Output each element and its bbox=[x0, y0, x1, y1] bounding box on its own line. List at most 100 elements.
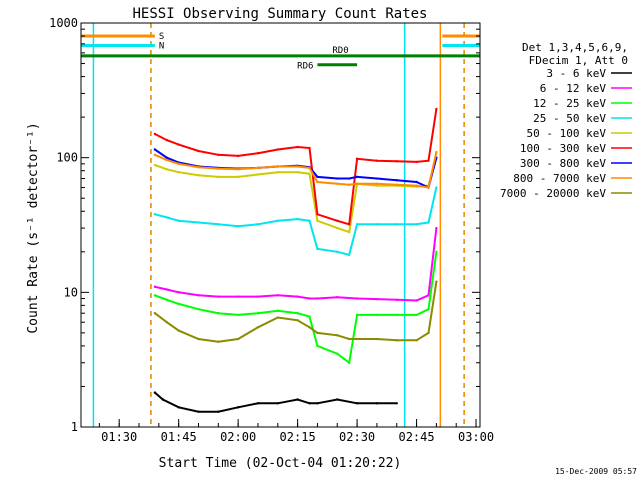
plot-frame bbox=[80, 22, 481, 428]
point-300-800-kev-15 bbox=[395, 179, 398, 182]
point-100-300-kev-14 bbox=[375, 159, 379, 162]
point-50-100-kev-3 bbox=[197, 174, 200, 177]
point-6-12-kev-11 bbox=[336, 296, 339, 299]
x-tick-label-02-00: 02:00 bbox=[220, 430, 256, 444]
point-800-7000-kev-16 bbox=[415, 184, 418, 187]
point-3-6-kev-2 bbox=[177, 406, 180, 409]
point-25-50-kev-17 bbox=[427, 221, 430, 224]
point-6-12-kev-8 bbox=[296, 295, 299, 298]
point-6-12-kev-13 bbox=[375, 297, 379, 301]
point-25-50-kev-12 bbox=[347, 253, 351, 256]
point-800-7000-kev-17 bbox=[427, 186, 430, 189]
point-100-300-kev-5 bbox=[236, 154, 240, 158]
point-3-6-kev-0 bbox=[153, 391, 157, 394]
point-3-6-kev-7 bbox=[276, 402, 279, 405]
point-50-100-kev-6 bbox=[256, 173, 260, 176]
point-3-6-kev-5 bbox=[236, 406, 240, 409]
point-300-800-kev-13 bbox=[355, 175, 359, 179]
point-25-50-kev-15 bbox=[395, 223, 398, 226]
point-6-12-kev-0 bbox=[153, 285, 157, 288]
point-100-300-kev-2 bbox=[177, 143, 180, 146]
point-12-25-kev-5 bbox=[236, 313, 240, 317]
point-12-25-kev-16 bbox=[415, 313, 418, 317]
point-12-25-kev-18 bbox=[435, 250, 438, 253]
point-3-6-kev-6 bbox=[256, 402, 260, 405]
point-100-300-kev-13 bbox=[355, 157, 359, 161]
point-50-100-kev-10 bbox=[316, 219, 319, 222]
legend-label-25-50-kev: 25 - 50 keV bbox=[533, 112, 606, 125]
flag-rd6-label: RD6 bbox=[297, 62, 313, 72]
point-7000-20000-kev-0 bbox=[153, 311, 157, 315]
chart-title: HESSI Observing Summary Count Rates bbox=[132, 6, 427, 22]
flag-rd0-label: RD0 bbox=[332, 46, 348, 56]
point-800-7000-kev-1 bbox=[165, 158, 168, 162]
x-tick-label-02-30: 02:30 bbox=[339, 430, 375, 444]
point-50-100-kev-9 bbox=[308, 172, 311, 175]
point-50-100-kev-8 bbox=[296, 170, 299, 174]
point-7000-20000-kev-14 bbox=[375, 337, 379, 341]
point-25-50-kev-14 bbox=[375, 223, 379, 226]
point-12-25-kev-15 bbox=[395, 313, 398, 317]
point-6-12-kev-2 bbox=[177, 291, 180, 294]
point-12-25-kev-3 bbox=[197, 307, 200, 311]
point-50-100-kev-0 bbox=[153, 163, 157, 167]
point-50-100-kev-4 bbox=[217, 175, 220, 179]
point-50-100-kev-12 bbox=[347, 230, 351, 234]
point-800-7000-kev-13 bbox=[355, 182, 359, 185]
point-7000-20000-kev-18 bbox=[435, 280, 438, 283]
legend-header-1: FDecim 1, Att 0 bbox=[529, 54, 628, 67]
series-line-25-50-kev bbox=[154, 187, 438, 257]
point-3-6-kev-11 bbox=[336, 398, 339, 401]
point-6-12-kev-12 bbox=[355, 297, 359, 300]
point-800-7000-kev-10 bbox=[316, 180, 319, 184]
point-100-300-kev-17 bbox=[427, 159, 430, 162]
point-6-12-kev-10 bbox=[316, 297, 319, 300]
point-7000-20000-kev-11 bbox=[336, 334, 339, 337]
point-300-800-kev-14 bbox=[375, 177, 379, 180]
point-7000-20000-kev-15 bbox=[395, 339, 398, 342]
point-7000-20000-kev-3 bbox=[197, 337, 200, 341]
point-12-25-kev-7 bbox=[276, 309, 279, 312]
point-800-7000-kev-9 bbox=[308, 166, 311, 170]
point-100-300-kev-11 bbox=[336, 219, 339, 222]
point-3-6-kev-14 bbox=[395, 402, 398, 405]
series-line-12-25-kev bbox=[154, 251, 438, 365]
point-50-100-kev-2 bbox=[177, 170, 180, 174]
point-25-50-kev-8 bbox=[296, 217, 299, 221]
point-7000-20000-kev-4 bbox=[217, 340, 220, 343]
point-100-300-kev-6 bbox=[256, 151, 260, 155]
point-7000-20000-kev-13 bbox=[355, 337, 359, 341]
point-3-6-kev-12 bbox=[355, 402, 359, 405]
point-800-7000-kev-3 bbox=[197, 165, 200, 169]
point-6-12-kev-6 bbox=[256, 295, 260, 298]
y-tick-label-10: 10 bbox=[64, 285, 78, 299]
point-12-25-kev-8 bbox=[296, 311, 299, 315]
point-12-25-kev-11 bbox=[336, 352, 339, 355]
point-800-7000-kev-15 bbox=[395, 183, 398, 186]
point-25-50-kev-13 bbox=[355, 223, 359, 226]
point-100-300-kev-8 bbox=[296, 145, 299, 149]
point-6-12-kev-5 bbox=[236, 295, 240, 298]
legend: Det 1,3,4,5,6,9,FDecim 1, Att 03 - 6 keV… bbox=[500, 41, 632, 200]
series-line-3-6-kev bbox=[154, 391, 397, 413]
point-7000-20000-kev-16 bbox=[415, 339, 418, 342]
point-7000-20000-kev-6 bbox=[256, 326, 260, 329]
point-25-50-kev-9 bbox=[308, 219, 311, 222]
legend-label-300-800-kev: 300 - 800 keV bbox=[520, 157, 606, 170]
point-6-12-kev-14 bbox=[395, 298, 398, 302]
point-6-12-kev-4 bbox=[217, 295, 220, 298]
point-3-6-kev-9 bbox=[308, 402, 311, 405]
point-100-300-kev-10 bbox=[316, 213, 319, 216]
point-25-50-kev-7 bbox=[276, 219, 279, 222]
point-25-50-kev-5 bbox=[236, 224, 240, 228]
point-7000-20000-kev-9 bbox=[308, 326, 311, 329]
point-7000-20000-kev-10 bbox=[316, 331, 319, 335]
y-tick-label-100: 100 bbox=[56, 151, 78, 165]
series-line-50-100-kev bbox=[154, 157, 438, 234]
legend-label-800-7000-kev: 800 - 7000 keV bbox=[513, 172, 606, 185]
point-300-800-kev-1 bbox=[165, 156, 168, 159]
point-800-7000-kev-18 bbox=[435, 150, 438, 154]
legend-label-3-6-kev: 3 - 6 keV bbox=[546, 67, 606, 80]
x-tick-label-03-00: 03:00 bbox=[458, 430, 494, 444]
